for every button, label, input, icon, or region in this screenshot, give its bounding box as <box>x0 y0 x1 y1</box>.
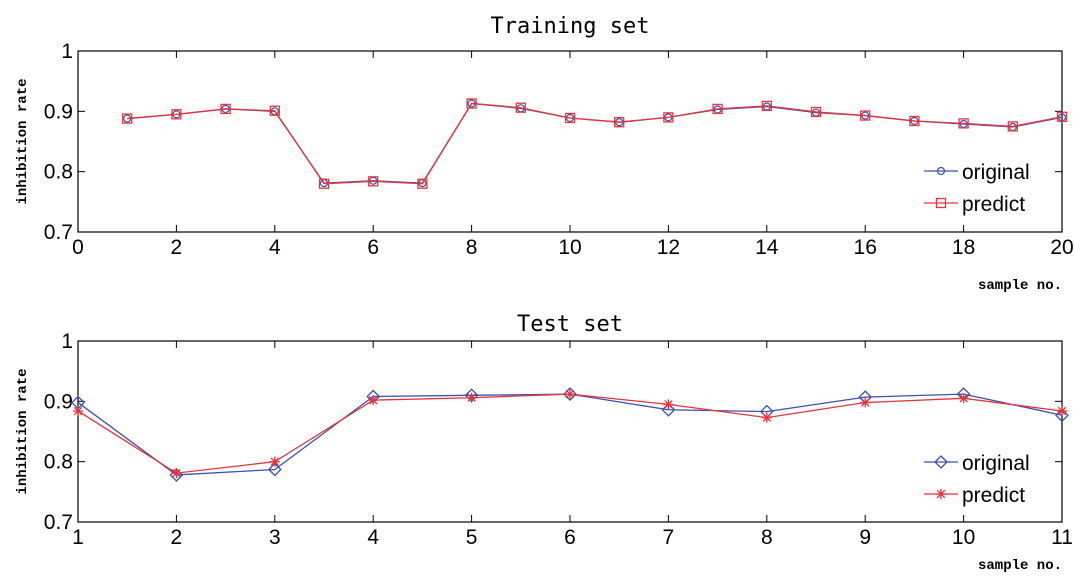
data-point-predict <box>368 176 379 187</box>
data-point-predict <box>73 405 83 416</box>
data-point-predict <box>761 100 772 112</box>
x-tick-label: 9 <box>859 526 871 549</box>
data-point-predict <box>1007 121 1018 132</box>
x-tick-label: 11 <box>1051 526 1073 549</box>
y-tick-label: 0.9 <box>44 390 73 413</box>
x-tick-label: 2 <box>171 526 183 549</box>
legend-marker-original <box>934 455 948 469</box>
data-point-predict <box>565 389 575 400</box>
x-tick-label: 3 <box>269 526 281 549</box>
chart-title: Training set <box>491 14 650 39</box>
data-point-predict <box>958 118 969 129</box>
data-point-predict <box>318 178 330 189</box>
legend: original predict <box>919 154 1045 220</box>
data-point-predict <box>712 103 723 115</box>
y-tick-label: 0.8 <box>44 451 73 474</box>
data-point-predict <box>220 103 231 115</box>
x-tick-label: 4 <box>269 236 281 259</box>
series-predict <box>122 98 1068 189</box>
x-tick-label: 1 <box>72 526 84 549</box>
x-tick-label: 16 <box>854 236 877 259</box>
x-tick-label: 14 <box>755 236 779 259</box>
x-tick-label: 2 <box>171 236 183 259</box>
data-point-predict <box>663 112 674 123</box>
x-tick-label: 5 <box>466 526 478 549</box>
data-point-original <box>1055 408 1069 423</box>
legend-box <box>919 154 1045 220</box>
data-point-predict <box>1056 111 1068 122</box>
legend-label-predict: predict <box>962 193 1025 216</box>
legend-marker-predict <box>935 197 947 209</box>
data-point-predict <box>614 117 625 128</box>
legend-label-predict: predict <box>962 484 1025 507</box>
x-tick-label: 0 <box>72 236 84 259</box>
data-point-predict <box>909 115 920 127</box>
data-point-predict <box>171 468 182 479</box>
data-point-predict <box>860 397 871 408</box>
chart-panel-0: 0 2 4 6 8 10 12 14 16 18 20 0.7 0.8 0.9 1 Training set s… <box>15 14 1074 294</box>
y-tick-label: 0.7 <box>44 221 73 244</box>
data-point-predict <box>958 393 969 404</box>
series-predict <box>73 389 1067 479</box>
series-line-predict <box>127 102 1063 185</box>
x-tick-label: 7 <box>663 526 675 549</box>
y-axis-label: inhibition rate <box>15 78 31 204</box>
data-point-predict <box>810 106 822 118</box>
x-tick-label: 18 <box>952 236 975 259</box>
data-point-predict <box>564 112 576 124</box>
legend-label-original: original <box>962 161 1030 184</box>
y-tick-label: 0.9 <box>44 100 73 123</box>
data-point-predict <box>663 399 674 410</box>
legend-marker-predict <box>936 489 946 499</box>
plot-area <box>77 50 1063 233</box>
data-point-predict <box>515 102 526 113</box>
chart-panel-1: 1 2 3 4 5 6 7 8 9 10 11 0.7 0.8 0.9 1 Test set sample no… <box>15 312 1073 574</box>
legend-marker-original <box>936 166 946 176</box>
data-point-predict <box>417 178 428 189</box>
data-point-predict <box>368 395 379 406</box>
chart-title: Test set <box>517 312 623 337</box>
data-point-original <box>267 462 282 477</box>
y-tick-label: 0.7 <box>44 511 73 534</box>
data-point-original <box>563 387 577 402</box>
data-point-predict <box>1057 405 1067 416</box>
data-point-predict <box>860 110 871 121</box>
x-tick-label: 6 <box>564 526 576 549</box>
x-tick-label: 6 <box>367 236 379 259</box>
data-point-predict <box>269 456 280 467</box>
y-tick-label: 0.8 <box>44 161 73 184</box>
legend: original predict <box>919 445 1045 511</box>
x-tick-label: 8 <box>466 236 478 259</box>
y-tick-label: 1 <box>61 330 73 353</box>
x-axis-label: sample no. <box>978 278 1062 294</box>
data-point-predict <box>466 392 477 403</box>
data-point-predict <box>171 109 182 120</box>
x-tick-label: 12 <box>657 236 680 259</box>
plot-area <box>77 340 1063 523</box>
x-tick-label: 10 <box>952 526 975 549</box>
y-tick-label: 1 <box>61 40 73 63</box>
data-point-predict <box>466 98 477 109</box>
y-axis-label: inhibition rate <box>15 368 31 494</box>
data-point-predict <box>122 113 133 124</box>
data-point-predict <box>269 105 280 116</box>
x-tick-label: 10 <box>558 236 581 259</box>
x-axis-label: sample no. <box>978 558 1062 574</box>
x-tick-label: 4 <box>367 526 379 549</box>
data-point-predict <box>761 412 772 423</box>
legend-label-original: original <box>962 452 1030 475</box>
x-tick-label: 8 <box>761 526 773 549</box>
x-tick-label: 20 <box>1050 236 1073 259</box>
